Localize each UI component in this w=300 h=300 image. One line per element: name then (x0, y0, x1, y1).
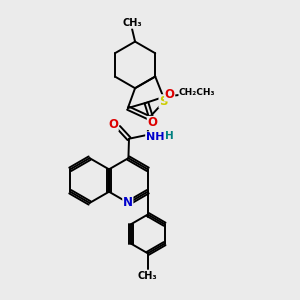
Text: O: O (165, 88, 175, 101)
Text: H: H (165, 131, 173, 141)
Text: S: S (159, 95, 168, 108)
Text: CH₃: CH₃ (122, 18, 142, 28)
Text: O: O (147, 116, 158, 130)
Text: CH₂CH₃: CH₂CH₃ (179, 88, 215, 97)
Text: CH₃: CH₃ (138, 271, 158, 281)
Text: NH: NH (146, 132, 164, 142)
Text: N: N (123, 196, 133, 209)
Text: O: O (108, 118, 118, 131)
